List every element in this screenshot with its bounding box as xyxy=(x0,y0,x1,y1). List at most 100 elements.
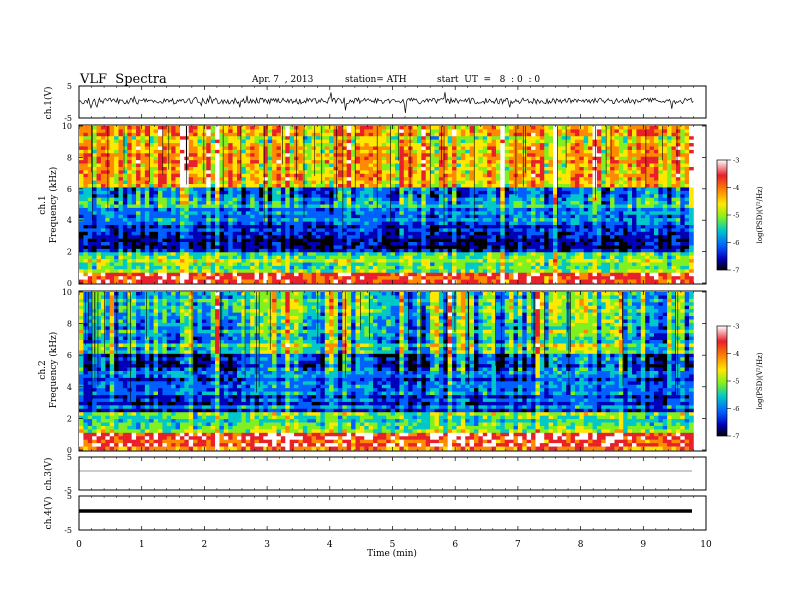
spectrogram-cell xyxy=(109,163,115,168)
spectrogram-cell xyxy=(500,153,506,158)
spectrogram-cell xyxy=(83,204,89,209)
spectrogram-cell xyxy=(566,221,571,226)
spectrogram-cell xyxy=(390,214,396,219)
spectrogram-cell xyxy=(250,177,255,181)
spectrogram-cell xyxy=(452,218,457,222)
spectrogram-cell xyxy=(614,211,620,216)
spectrogram-cell xyxy=(522,242,527,246)
spectrogram-cell xyxy=(618,214,624,219)
spectrogram-cell xyxy=(447,129,453,134)
spectrogram-cell xyxy=(570,126,576,130)
spectrogram-cell xyxy=(460,160,466,164)
spectrogram-cell xyxy=(377,204,383,209)
spectrogram-cell xyxy=(517,132,523,137)
spectrogram-cell xyxy=(689,126,694,130)
spectrogram-cell xyxy=(302,211,308,216)
spectrogram-cell xyxy=(201,211,207,216)
spectrogram-cell xyxy=(79,201,84,205)
spectrogram-cell xyxy=(175,228,181,233)
spectrogram-cell xyxy=(241,194,247,198)
spectrogram-cell xyxy=(513,242,519,246)
spectrogram-cell xyxy=(517,184,523,188)
spectrogram-cell xyxy=(122,163,128,168)
spectrogram-cell xyxy=(377,149,383,154)
spectrogram-cell xyxy=(228,177,233,181)
spectrogram-cell xyxy=(390,228,396,233)
spectrogram-cell xyxy=(412,221,418,226)
spectrogram-cell xyxy=(258,201,264,205)
spectrogram-cell xyxy=(421,211,427,216)
spectrogram-cell xyxy=(491,166,497,171)
spectrogram-cell xyxy=(333,132,339,137)
spectrogram-cell xyxy=(298,245,304,250)
spectrogram-cell xyxy=(337,214,343,219)
spectrogram-cell xyxy=(346,139,352,144)
spectrogram-cell xyxy=(210,173,216,178)
spectrogram-cell xyxy=(215,221,220,226)
spectrogram-cell xyxy=(201,173,207,178)
spectrogram-cell xyxy=(522,235,527,239)
spectrogram-cell xyxy=(627,170,633,175)
spectrogram-cell xyxy=(245,166,251,171)
spectrogram-cell xyxy=(237,245,242,250)
spectrogram-cell xyxy=(307,245,312,250)
spectrogram-cell xyxy=(131,136,137,140)
spectrogram-cell xyxy=(324,177,330,181)
spectrogram-cell xyxy=(636,201,642,205)
spectrogram-cell xyxy=(307,224,312,229)
spectrogram-cell xyxy=(114,218,119,222)
spectrogram-cell xyxy=(364,194,369,198)
spectrogram-cell xyxy=(403,231,409,236)
spectrogram-cell xyxy=(267,136,273,140)
spectrogram-cell xyxy=(491,136,497,140)
spectrogram-cell xyxy=(588,173,593,178)
spectrogram-cell xyxy=(254,163,260,168)
spectrogram-cell xyxy=(658,170,664,175)
spectrogram-cell xyxy=(355,126,361,130)
spectrogram-cell xyxy=(416,180,422,185)
spectrogram-cell xyxy=(346,235,352,239)
spectrogram-cell xyxy=(276,184,282,188)
spectrogram-cell xyxy=(324,149,330,154)
spectrogram-cell xyxy=(320,190,326,195)
spectrogram-cell xyxy=(346,136,352,140)
spectrogram-cell xyxy=(294,197,299,202)
spectrogram-cell xyxy=(149,139,154,144)
spectrogram-cell xyxy=(241,197,247,202)
spectrogram-cell xyxy=(618,132,624,137)
spectrogram-cell xyxy=(324,201,330,205)
spectrogram-cell xyxy=(526,153,532,158)
spectrogram-cell xyxy=(215,126,220,130)
spectrogram-cell xyxy=(250,136,255,140)
spectrogram-cell xyxy=(531,204,536,209)
spectrogram-cell xyxy=(381,166,387,171)
spectrogram-cell xyxy=(592,224,598,229)
spectrogram-cell xyxy=(684,231,690,236)
spectrogram-cell xyxy=(561,242,567,246)
spectrogram-cell xyxy=(377,180,383,185)
spectrogram-cell xyxy=(245,187,251,192)
spectrogram-cell xyxy=(263,224,269,229)
spectrogram-cell xyxy=(210,211,216,216)
spectrogram-cell xyxy=(355,149,361,154)
spectrogram-cell xyxy=(158,129,163,134)
spectrogram-cell xyxy=(482,214,488,219)
spectrogram-cell xyxy=(215,194,220,198)
spectrogram-cell xyxy=(333,201,339,205)
spectrogram-cell xyxy=(583,228,589,233)
spectrogram-cell xyxy=(416,139,422,144)
spectrogram-cell xyxy=(184,245,190,250)
spectrogram-cell xyxy=(324,190,330,195)
spectrogram-cell xyxy=(425,190,431,195)
spectrogram-cell xyxy=(443,211,448,216)
spectrogram-cell xyxy=(100,173,106,178)
spectrogram-cell xyxy=(342,177,348,181)
spectrogram-cell xyxy=(105,228,111,233)
spectrogram-cell xyxy=(285,245,290,250)
spectrogram-cell xyxy=(276,238,282,243)
spectrogram-cell xyxy=(623,163,628,168)
spectrogram-cell xyxy=(579,153,585,158)
spectrogram-cell xyxy=(267,235,273,239)
spectrogram-cell xyxy=(175,211,181,216)
spectrogram-cell xyxy=(438,231,444,236)
